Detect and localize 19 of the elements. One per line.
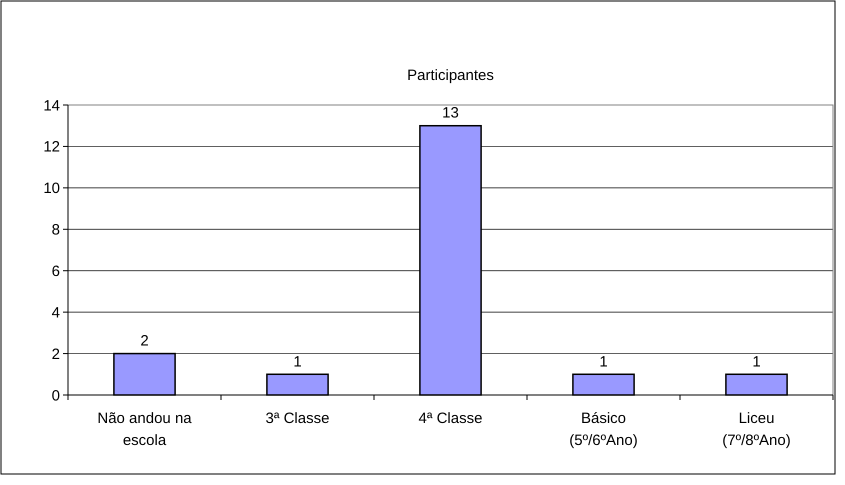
- x-tick-label: 4ª Classe: [418, 410, 482, 427]
- data-label: 1: [599, 353, 608, 370]
- x-tick-label: Não andou na escola: [97, 410, 192, 449]
- y-tick-label: 12: [43, 138, 60, 156]
- data-label: 13: [442, 104, 459, 122]
- y-tick-label: 14: [43, 97, 60, 114]
- y-tick-label: 2: [52, 346, 60, 363]
- x-tick-label: Liceu (7º/8ºAno): [722, 410, 791, 449]
- y-tick-label: 6: [52, 262, 60, 280]
- data-label: 1: [293, 353, 302, 370]
- data-label: 1: [752, 353, 761, 370]
- y-tick-label: 8: [52, 222, 60, 239]
- x-tick-label: 3ª Classe: [266, 410, 330, 427]
- y-tick-label: 0: [52, 387, 60, 404]
- y-tick-label: 10: [43, 180, 60, 198]
- x-tick-label: Básico (5º/6ºAno): [569, 410, 638, 449]
- y-tick-label: 4: [52, 304, 60, 322]
- chart-title: Participantes: [407, 67, 494, 84]
- data-label: 2: [140, 332, 149, 350]
